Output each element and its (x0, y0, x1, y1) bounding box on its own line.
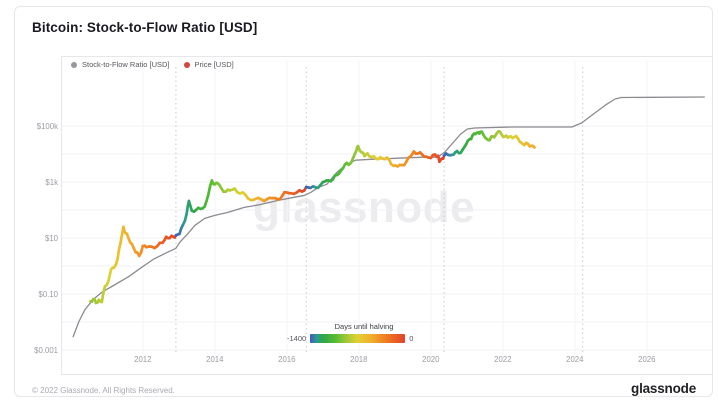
x-axis-label: 2026 (638, 355, 656, 364)
glassnode-watermark: glassnode (253, 183, 476, 232)
halving-gradient-bar (310, 334, 406, 343)
x-axis-label: 2012 (134, 355, 152, 364)
copyright-text: © 2022 Glassnode. All Rights Reserved. (32, 386, 175, 395)
halving-min-label: -1400 (287, 334, 307, 343)
red-dot-icon (183, 61, 190, 68)
halving-max-label: 0 (409, 334, 414, 343)
halving-color-legend: Days until halving -1400 0 (287, 322, 437, 343)
y-axis-label: $0.001 (34, 345, 58, 355)
halving-legend-title: Days until halving (334, 322, 394, 331)
y-axis-label: $10 (44, 233, 58, 243)
page-title: Bitcoin: Stock-to-Flow Ratio [USD] (32, 20, 258, 35)
gridlines (62, 59, 712, 354)
x-axis-label: 2024 (566, 355, 584, 364)
x-axis-label: 2022 (494, 355, 512, 364)
series-legend: Stock-to-Flow Ratio [USD] Price [USD] (71, 60, 234, 69)
chart-card: Bitcoin: Stock-to-Flow Ratio [USD] glass… (14, 6, 713, 397)
x-axis-label: 2020 (422, 355, 440, 364)
gray-dot-icon (71, 61, 77, 68)
halving-lines (175, 67, 584, 354)
price-line (89, 130, 536, 305)
legend-label: Price [USD] (194, 60, 234, 69)
x-axis-label: 2014 (206, 355, 224, 364)
x-axis-label: 2018 (350, 355, 368, 364)
y-axis-label: $1k (45, 177, 58, 187)
glassnode-logo: glassnode (631, 381, 696, 396)
legend-label: Stock-to-Flow Ratio [USD] (82, 60, 170, 69)
x-axis-label: 2016 (278, 355, 296, 364)
legend-item-price[interactable]: Price [USD] (183, 60, 234, 69)
y-axis-label: $100k (36, 121, 58, 131)
model-line (72, 96, 705, 338)
plot-area[interactable] (61, 56, 713, 375)
legend-item-stock-to-flow[interactable]: Stock-to-Flow Ratio [USD] (71, 60, 170, 69)
y-axis-label: $0.10 (38, 289, 58, 299)
